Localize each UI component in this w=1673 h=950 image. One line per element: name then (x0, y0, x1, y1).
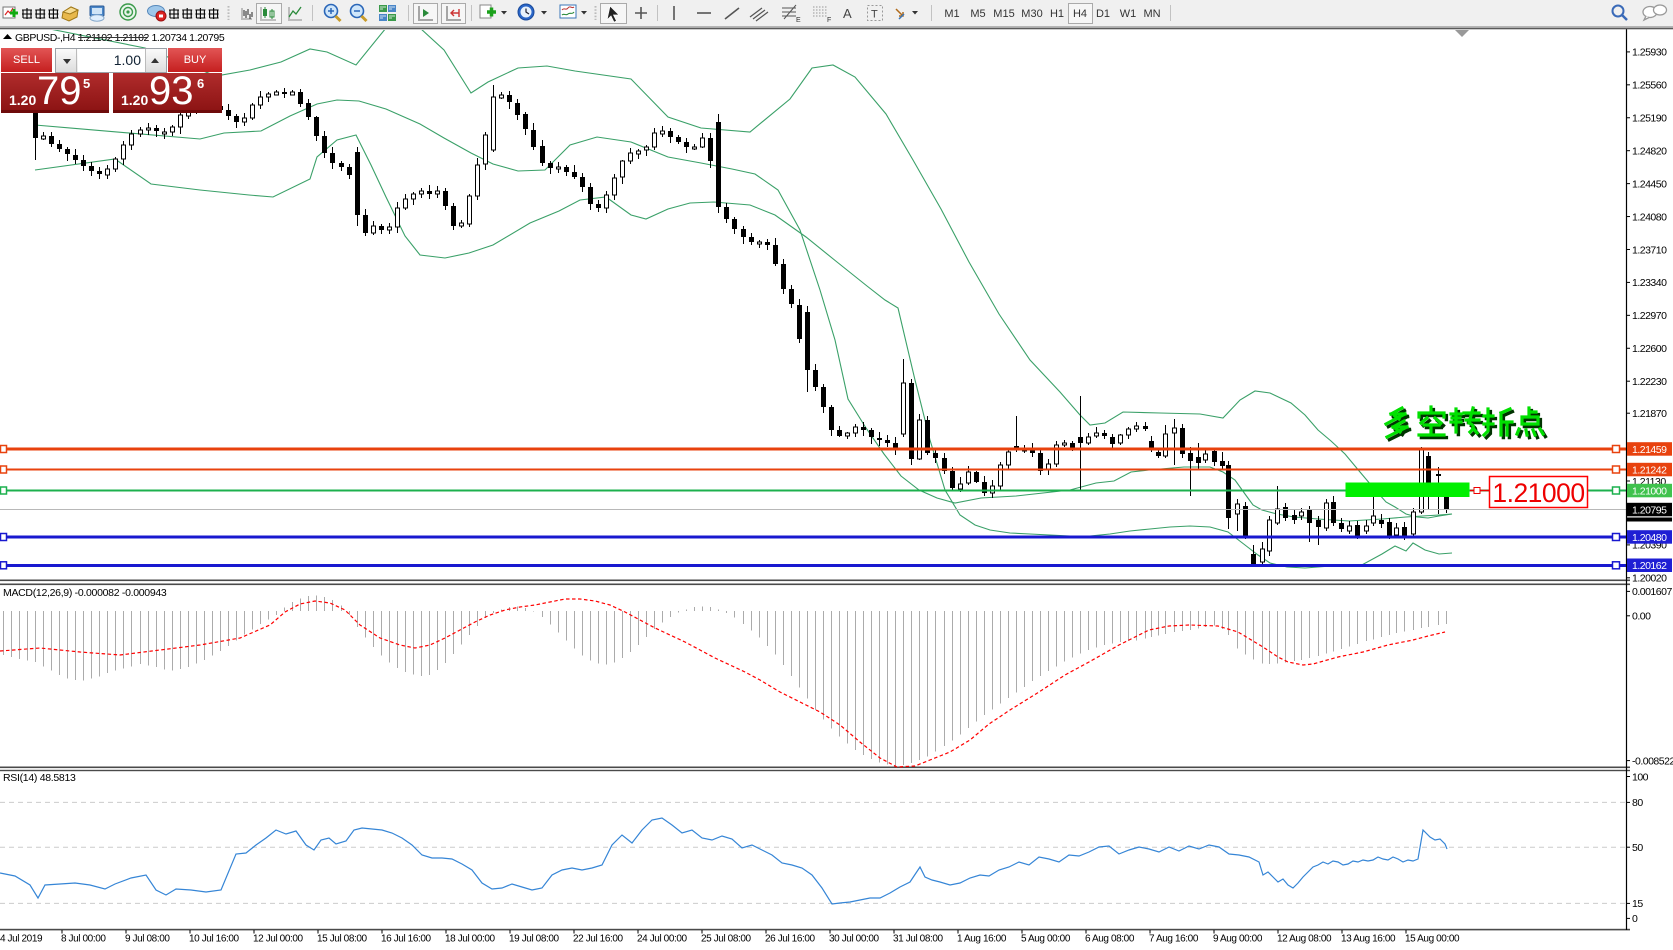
svg-text:24 Jul 00:00: 24 Jul 00:00 (637, 934, 688, 945)
svg-text:0: 0 (1632, 913, 1638, 925)
svg-text:7 Aug 16:00: 7 Aug 16:00 (1149, 934, 1199, 945)
svg-text:31 Jul 08:00: 31 Jul 08:00 (893, 934, 944, 945)
svg-text:9 Aug 00:00: 9 Aug 00:00 (1213, 934, 1263, 945)
svg-text:25 Jul 08:00: 25 Jul 08:00 (701, 934, 752, 945)
svg-text:15 Jul 08:00: 15 Jul 08:00 (317, 934, 368, 945)
svg-text:M15: M15 (993, 8, 1014, 20)
svg-text:H4: H4 (1073, 8, 1087, 20)
svg-text:9 Jul 08:00: 9 Jul 08:00 (125, 934, 170, 945)
svg-text:M1: M1 (944, 8, 959, 20)
svg-text:6 Aug 08:00: 6 Aug 08:00 (1085, 934, 1135, 945)
svg-text:A: A (843, 6, 852, 21)
svg-text:F: F (827, 17, 831, 24)
svg-text:80: 80 (1632, 797, 1643, 809)
svg-text:18 Jul 00:00: 18 Jul 00:00 (445, 934, 496, 945)
svg-text:1.20020: 1.20020 (1632, 573, 1667, 585)
svg-text:1.24450: 1.24450 (1632, 178, 1667, 190)
svg-text:1.25190: 1.25190 (1632, 113, 1667, 125)
svg-text:100: 100 (1632, 771, 1649, 783)
svg-text:1.21000: 1.21000 (1632, 485, 1667, 497)
svg-text:1.23340: 1.23340 (1632, 277, 1667, 289)
svg-text:12 Jul 00:00: 12 Jul 00:00 (253, 934, 304, 945)
svg-text:-0.008522: -0.008522 (1632, 755, 1673, 767)
svg-text:T: T (871, 9, 878, 21)
svg-text:15: 15 (1632, 898, 1643, 910)
svg-text:1.20480: 1.20480 (1632, 532, 1667, 544)
svg-text:MN: MN (1143, 8, 1160, 20)
svg-text:10 Jul 16:00: 10 Jul 16:00 (189, 934, 240, 945)
svg-text:8 Jul 00:00: 8 Jul 00:00 (61, 934, 106, 945)
svg-text:0.00: 0.00 (1632, 611, 1651, 623)
svg-text:15 Aug 00:00: 15 Aug 00:00 (1405, 934, 1460, 945)
svg-text:E: E (796, 17, 801, 24)
svg-text:1.22600: 1.22600 (1632, 343, 1667, 355)
svg-text:22 Jul 16:00: 22 Jul 16:00 (573, 934, 624, 945)
svg-text:16 Jul 16:00: 16 Jul 16:00 (381, 934, 432, 945)
svg-text:1.23710: 1.23710 (1632, 244, 1667, 256)
svg-text:W1: W1 (1120, 8, 1137, 20)
svg-text:13 Aug 16:00: 13 Aug 16:00 (1341, 934, 1396, 945)
svg-text:1.21000: 1.21000 (1492, 478, 1584, 508)
svg-text:12 Aug 08:00: 12 Aug 08:00 (1277, 934, 1332, 945)
svg-text:1.20162: 1.20162 (1632, 560, 1667, 572)
svg-text:1.25930: 1.25930 (1632, 47, 1667, 59)
svg-text:1.21870: 1.21870 (1632, 408, 1667, 420)
svg-text:1.25560: 1.25560 (1632, 80, 1667, 92)
svg-text:1.24080: 1.24080 (1632, 211, 1667, 223)
svg-text:1.20795: 1.20795 (1632, 504, 1667, 516)
svg-text:1.21242: 1.21242 (1632, 464, 1667, 476)
svg-text:H1: H1 (1050, 8, 1064, 20)
svg-text:4 Jul 2019: 4 Jul 2019 (0, 934, 43, 945)
svg-text:RSI(14) 48.5813: RSI(14) 48.5813 (3, 772, 76, 784)
svg-text:1.21459: 1.21459 (1632, 444, 1667, 456)
svg-text:5 Aug 00:00: 5 Aug 00:00 (1021, 934, 1071, 945)
svg-text:D1: D1 (1096, 8, 1110, 20)
svg-text:30 Jul 00:00: 30 Jul 00:00 (829, 934, 880, 945)
svg-text:1.22230: 1.22230 (1632, 376, 1667, 388)
svg-text:M30: M30 (1021, 8, 1042, 20)
svg-text:1 Aug 16:00: 1 Aug 16:00 (957, 934, 1007, 945)
svg-text:MACD(12,26,9) -0.000082 -0.000: MACD(12,26,9) -0.000082 -0.000943 (3, 587, 167, 599)
svg-text:19 Jul 08:00: 19 Jul 08:00 (509, 934, 560, 945)
svg-text:1.24820: 1.24820 (1632, 146, 1667, 158)
svg-text:0.001607: 0.001607 (1632, 586, 1672, 598)
svg-text:1.22970: 1.22970 (1632, 310, 1667, 322)
svg-text:26 Jul 16:00: 26 Jul 16:00 (765, 934, 816, 945)
svg-text:50: 50 (1632, 842, 1643, 854)
svg-text:M5: M5 (970, 8, 985, 20)
